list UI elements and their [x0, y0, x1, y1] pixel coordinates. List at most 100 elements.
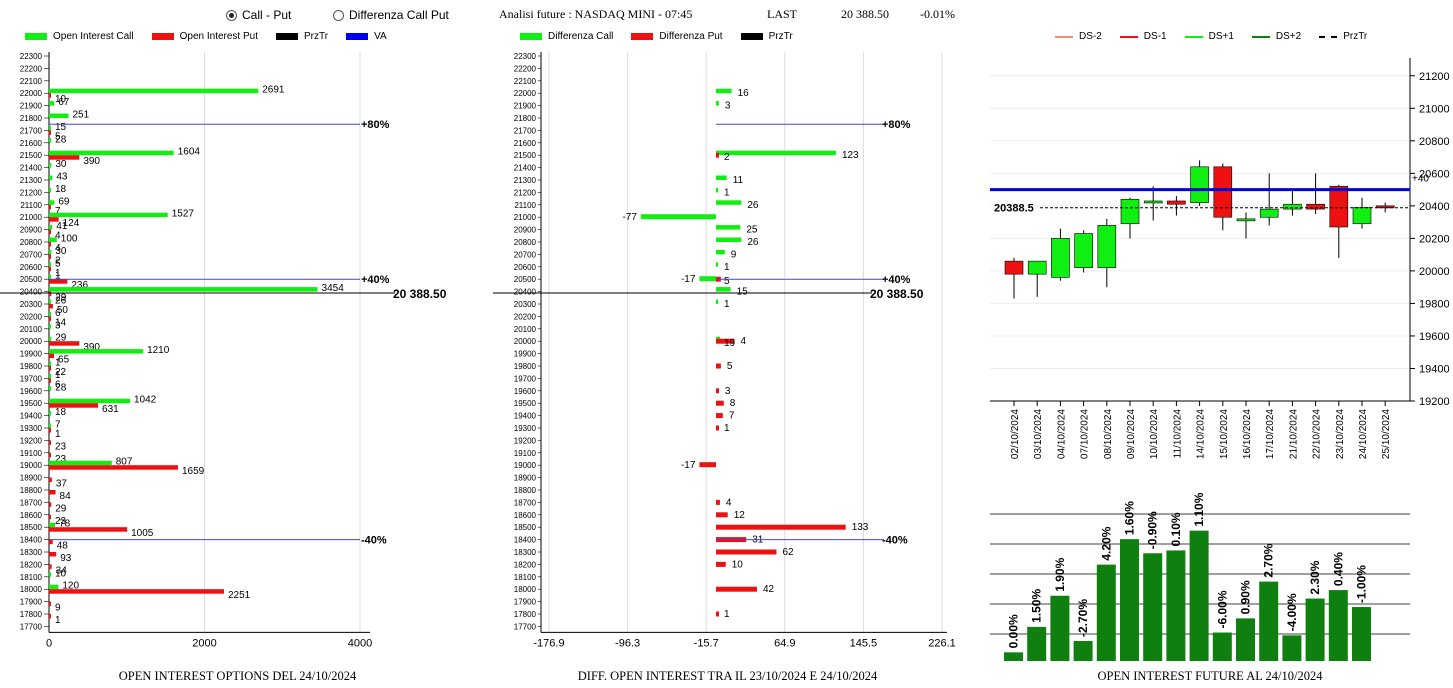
put-value-label: 390 [83, 342, 100, 353]
legend-swatch-va [346, 33, 369, 40]
strike-label: 19500 [20, 399, 43, 408]
diff-value-label: 15 [737, 287, 749, 298]
diff-value-label: 26 [747, 200, 759, 211]
call-value-label: 1042 [134, 395, 157, 406]
legend-line-ds-1 [1119, 35, 1138, 38]
strike-label: 21700 [514, 126, 537, 135]
x-tick-label: 07/10/2024 [1080, 409, 1091, 459]
diff-call-bar [716, 150, 836, 156]
radio-unselected-icon[interactable] [333, 9, 344, 21]
call-value-label: 251 [73, 110, 90, 121]
call-value-label: 78 [59, 519, 71, 530]
put-bar [49, 378, 51, 383]
last-value: 20 388.50 [841, 7, 889, 21]
call-bar [49, 411, 51, 416]
x-tick-label: -96.3 [615, 637, 640, 649]
call-bar [49, 101, 55, 106]
legend-label: Differenza Put [659, 31, 723, 42]
oi-bar [1050, 595, 1070, 661]
call-value-label: 807 [116, 457, 133, 468]
strike-label: 20500 [20, 275, 43, 284]
oi-bar [1096, 564, 1116, 661]
strike-label: 20300 [20, 300, 43, 309]
legend-swatch-prztr [276, 33, 298, 40]
diff-put-bar [716, 363, 721, 369]
legend-chart1: Open Interest Call Open Interest Put Prz… [25, 31, 405, 42]
diff-value-label: -17 [681, 274, 696, 285]
put-value-label: 124 [63, 218, 80, 229]
candle-body [1120, 199, 1140, 225]
strike-label: 19200 [514, 436, 537, 445]
va-marker-label: +40% [361, 274, 390, 286]
x-tick-label: 04/10/2024 [1056, 409, 1067, 459]
diff-put-bar [716, 586, 757, 592]
strike-label: 20000 [20, 337, 43, 346]
call-value-label: 15 [55, 122, 67, 133]
x-tick-label: 22/10/2024 [1312, 409, 1323, 459]
put-value-label: 1005 [131, 528, 154, 539]
y-tick-label: 20800 [1419, 136, 1450, 148]
put-value-label: 48 [57, 541, 69, 552]
va-label: +40 [1412, 174, 1429, 185]
call-value-label: 26 [55, 296, 67, 307]
oi-bar-label: 0.40% [1331, 552, 1345, 586]
oi-bar-label: -6.00% [1215, 590, 1229, 628]
call-value-label: 67 [58, 97, 70, 108]
strike-label: 22100 [20, 77, 43, 86]
strike-label: 20900 [514, 226, 537, 235]
oi-bar [1073, 641, 1093, 661]
call-bar [49, 287, 318, 292]
call-value-label: 5 [55, 258, 61, 269]
call-bar [49, 150, 174, 156]
put-value-label: 10 [55, 94, 67, 105]
put-bar [49, 514, 51, 520]
y-tick-label: 20600 [1419, 168, 1450, 180]
call-value-label: 1 [55, 271, 61, 282]
strike-label: 20400 [20, 288, 43, 297]
x-tick-label: 11/10/2024 [1172, 409, 1183, 459]
strike-label: 20700 [514, 250, 537, 259]
candle-body [1051, 238, 1070, 278]
va-marker-label: +40% [882, 274, 911, 286]
diff-put-bar [716, 425, 719, 431]
oi-bar-label: 2.30% [1308, 560, 1322, 594]
strike-label: 18000 [20, 585, 43, 594]
put-value-label: 236 [71, 280, 88, 291]
radio-call-put[interactable]: Call - Put [226, 8, 291, 22]
put-value-label: 6 [55, 379, 61, 390]
x-tick-label: 0 [46, 637, 52, 649]
diff-put-bar [716, 512, 728, 518]
diff-call-bar [716, 237, 742, 242]
call-bar [49, 361, 51, 366]
strike-label: 19500 [514, 399, 537, 408]
put-bar [49, 341, 80, 346]
strike-label: 22100 [514, 77, 537, 86]
diff-value-label: 3 [725, 386, 731, 397]
strike-label: 19400 [514, 412, 537, 421]
put-bar [49, 291, 52, 297]
put-value-label: 23 [55, 516, 67, 527]
y-tick-label: 19800 [1419, 298, 1450, 310]
diff-call-bar [716, 225, 741, 230]
strike-label: 22300 [20, 52, 43, 61]
diff-call-bar [716, 88, 732, 94]
diff-value-label: 1 [724, 187, 730, 198]
candle-body [1143, 200, 1163, 204]
y-tick-label: 19400 [1419, 363, 1450, 375]
strike-label: 18700 [514, 498, 537, 507]
diff-put-bar [716, 524, 846, 530]
x-tick-label: 226.1 [928, 637, 956, 649]
radio-selected-icon[interactable] [226, 9, 237, 21]
call-value-label: 30 [55, 246, 67, 257]
va-marker-label: +80% [361, 119, 390, 131]
call-value-label: 100 [61, 234, 78, 245]
put-bar [49, 614, 51, 619]
call-value-label: 1527 [172, 209, 195, 220]
strike-label: 17700 [20, 622, 43, 631]
put-value-label: 14 [55, 317, 67, 328]
legend-line-ds+1 [1184, 35, 1203, 38]
x-tick-label: 15/10/2024 [1219, 409, 1230, 459]
radio-diff-call-put[interactable]: Differenza Call Put [333, 8, 449, 22]
diff-call-bar [716, 299, 718, 304]
strike-label: 18500 [20, 523, 43, 532]
